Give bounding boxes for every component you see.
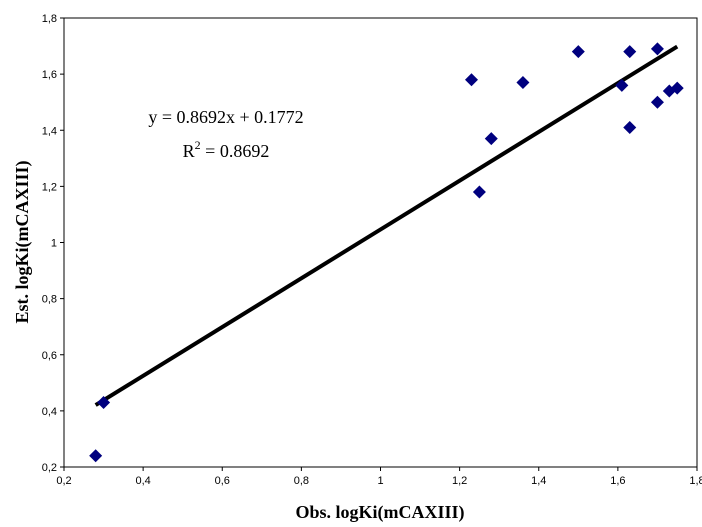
trendline-equation: y = 0.8692x + 0.1772 [148, 107, 303, 127]
x-tick-label: 1,4 [531, 475, 546, 487]
data-point [615, 78, 629, 92]
x-axis-title: Obs. logKi(mCAXIII) [295, 502, 464, 523]
data-point [484, 132, 498, 146]
data-point [650, 42, 664, 56]
x-tick-label: 1,8 [689, 475, 702, 487]
data-point [623, 120, 637, 134]
data-point [472, 185, 486, 199]
data-point [464, 73, 478, 87]
data-point [516, 76, 530, 90]
y-tick-label: 1 [51, 238, 57, 250]
data-point [670, 81, 684, 95]
x-tick-label: 0,6 [215, 475, 230, 487]
x-tick-label: 0,4 [135, 475, 150, 487]
data-point [571, 45, 585, 59]
y-axis-title: Est. logKi(mCAXIII) [12, 160, 33, 323]
y-tick-label: 1,2 [42, 181, 57, 193]
r-squared-label: R2 = 0.8692 [183, 138, 270, 161]
y-tick-label: 1,6 [42, 69, 57, 81]
data-point [650, 95, 664, 109]
x-tick-label: 1,6 [610, 475, 625, 487]
y-tick-label: 0,6 [42, 350, 57, 362]
y-tick-label: 1,8 [42, 13, 57, 25]
data-point [623, 45, 637, 59]
plot-area-frame [63, 17, 698, 468]
x-axis-ticks: 0,2 0,4 0,6 0,8 1 1,2 1,4 1,6 1,8 [56, 467, 702, 487]
y-tick-label: 0,8 [42, 294, 57, 306]
x-tick-label: 1,2 [452, 475, 467, 487]
data-point [89, 449, 103, 463]
data-points [89, 42, 684, 463]
data-point [97, 395, 111, 409]
x-tick-label: 0,2 [56, 475, 71, 487]
trendline [94, 44, 679, 407]
y-tick-label: 0,4 [42, 406, 57, 418]
y-tick-label: 1,4 [42, 125, 57, 137]
x-tick-label: 1 [377, 475, 383, 487]
x-tick-label: 0,8 [294, 475, 309, 487]
y-tick-label: 0,2 [42, 462, 57, 474]
y-axis-ticks: 0,2 0,4 0,6 0,8 1 1,2 1,4 1,6 1,8 [42, 13, 64, 474]
